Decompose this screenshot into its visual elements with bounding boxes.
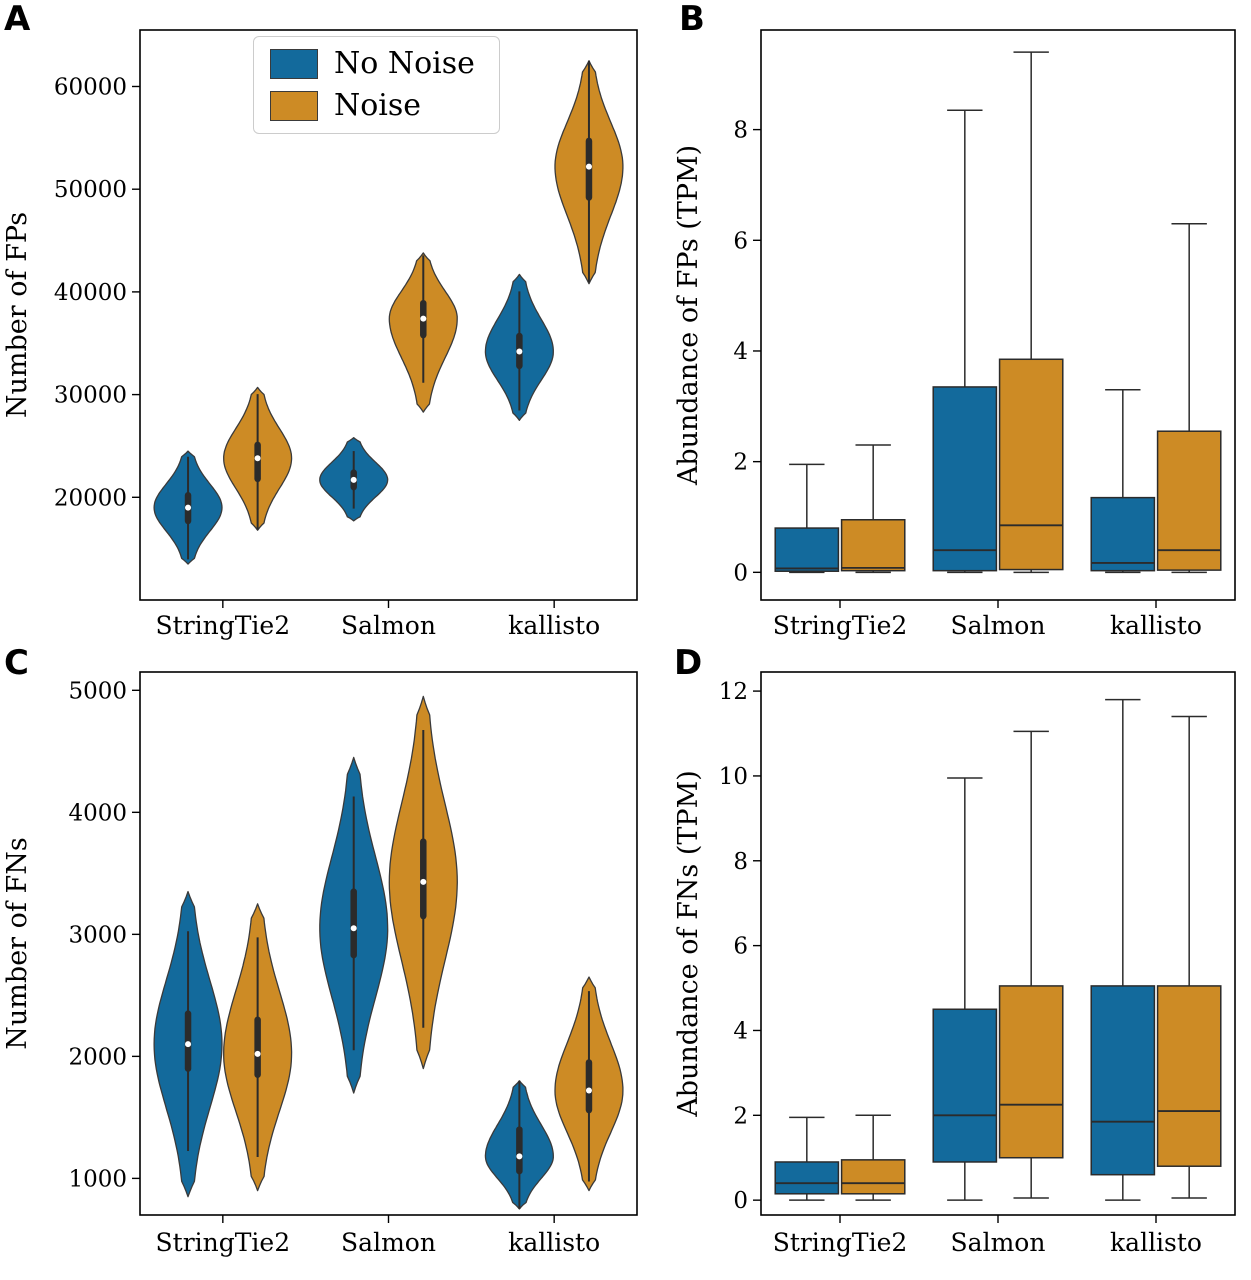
svg-text:20000: 20000 bbox=[54, 485, 127, 511]
panel-a: A 20000 30000 40000 50000 60000 StringTie2 Sal… bbox=[0, 0, 649, 640]
svg-text:StringTie2: StringTie2 bbox=[773, 1228, 908, 1257]
svg-text:40000: 40000 bbox=[54, 280, 127, 306]
legend-item-no-noise: No Noise bbox=[270, 49, 475, 79]
panel-c-violin-chart: 1000 2000 3000 4000 5000 StringTie2 Salmon kall… bbox=[2, 671, 638, 1257]
panel-d-box-chart: 0 2 4 6 8 10 12 StringTie2 Salmon kallisto Abundan… bbox=[673, 671, 1236, 1257]
svg-text:30000: 30000 bbox=[54, 383, 127, 409]
svg-text:Salmon: Salmon bbox=[951, 1228, 1046, 1257]
svg-text:60000: 60000 bbox=[54, 74, 127, 100]
svg-text:Number of FPs: Number of FPs bbox=[2, 212, 33, 418]
panel-a-letter: A bbox=[4, 0, 31, 39]
svg-text:Salmon: Salmon bbox=[951, 611, 1046, 640]
svg-text:Salmon: Salmon bbox=[341, 611, 436, 640]
panel-b-box-chart: 0 2 4 6 8 StringTie2 Salmon kallisto Abundance o… bbox=[673, 29, 1236, 640]
svg-text:kallisto: kallisto bbox=[508, 1228, 600, 1257]
svg-text:10: 10 bbox=[719, 764, 748, 790]
panel-a-violin-chart: 20000 30000 40000 50000 60000 StringTie2 Salmo… bbox=[2, 29, 638, 640]
panel-d: D 0 2 4 6 8 10 12 StringTie2 Salmon kallisto Abund… bbox=[649, 640, 1251, 1280]
svg-text:8: 8 bbox=[733, 118, 748, 144]
panel-b-letter: B bbox=[679, 0, 705, 39]
svg-text:kallisto: kallisto bbox=[1110, 611, 1202, 640]
svg-text:0: 0 bbox=[733, 560, 748, 586]
legend-swatch-noise-icon bbox=[270, 91, 318, 121]
svg-text:4: 4 bbox=[733, 1018, 748, 1044]
panel-b: B 0 2 4 6 8 StringTie2 Salmon kallisto Abundance… bbox=[649, 0, 1251, 640]
svg-text:3000: 3000 bbox=[68, 922, 127, 948]
svg-text:kallisto: kallisto bbox=[1110, 1228, 1202, 1257]
legend-item-noise: Noise bbox=[270, 91, 475, 121]
svg-text:5000: 5000 bbox=[68, 678, 127, 704]
svg-text:6: 6 bbox=[733, 228, 748, 254]
svg-text:4: 4 bbox=[733, 339, 748, 365]
svg-text:2: 2 bbox=[733, 1103, 748, 1129]
svg-text:4000: 4000 bbox=[68, 800, 127, 826]
svg-text:Abundance of FPs (TPM): Abundance of FPs (TPM) bbox=[673, 145, 704, 486]
svg-text:Abundance of FNs (TPM): Abundance of FNs (TPM) bbox=[673, 770, 704, 1118]
svg-text:Number of FNs: Number of FNs bbox=[2, 837, 33, 1049]
svg-text:2: 2 bbox=[733, 450, 748, 476]
svg-text:StringTie2: StringTie2 bbox=[773, 611, 908, 640]
legend-label-no-noise: No Noise bbox=[334, 46, 475, 81]
svg-text:kallisto: kallisto bbox=[508, 611, 600, 640]
legend-label-noise: Noise bbox=[334, 88, 422, 123]
svg-text:6: 6 bbox=[733, 934, 748, 960]
svg-text:1000: 1000 bbox=[68, 1166, 127, 1192]
panel-c-letter: C bbox=[4, 643, 29, 683]
svg-text:Salmon: Salmon bbox=[341, 1228, 436, 1257]
legend-swatch-no-noise-icon bbox=[270, 49, 318, 79]
svg-text:8: 8 bbox=[733, 849, 748, 875]
svg-text:0: 0 bbox=[733, 1188, 748, 1214]
panel-d-letter: D bbox=[674, 643, 703, 683]
panel-c: C 1000 2000 3000 4000 5000 StringTie2 Salmon ka… bbox=[0, 640, 649, 1280]
svg-text:12: 12 bbox=[719, 679, 748, 705]
svg-text:StringTie2: StringTie2 bbox=[156, 611, 291, 640]
legend: No Noise Noise bbox=[253, 36, 500, 134]
svg-text:2000: 2000 bbox=[68, 1044, 127, 1070]
svg-text:50000: 50000 bbox=[54, 177, 127, 203]
svg-text:StringTie2: StringTie2 bbox=[156, 1228, 291, 1257]
